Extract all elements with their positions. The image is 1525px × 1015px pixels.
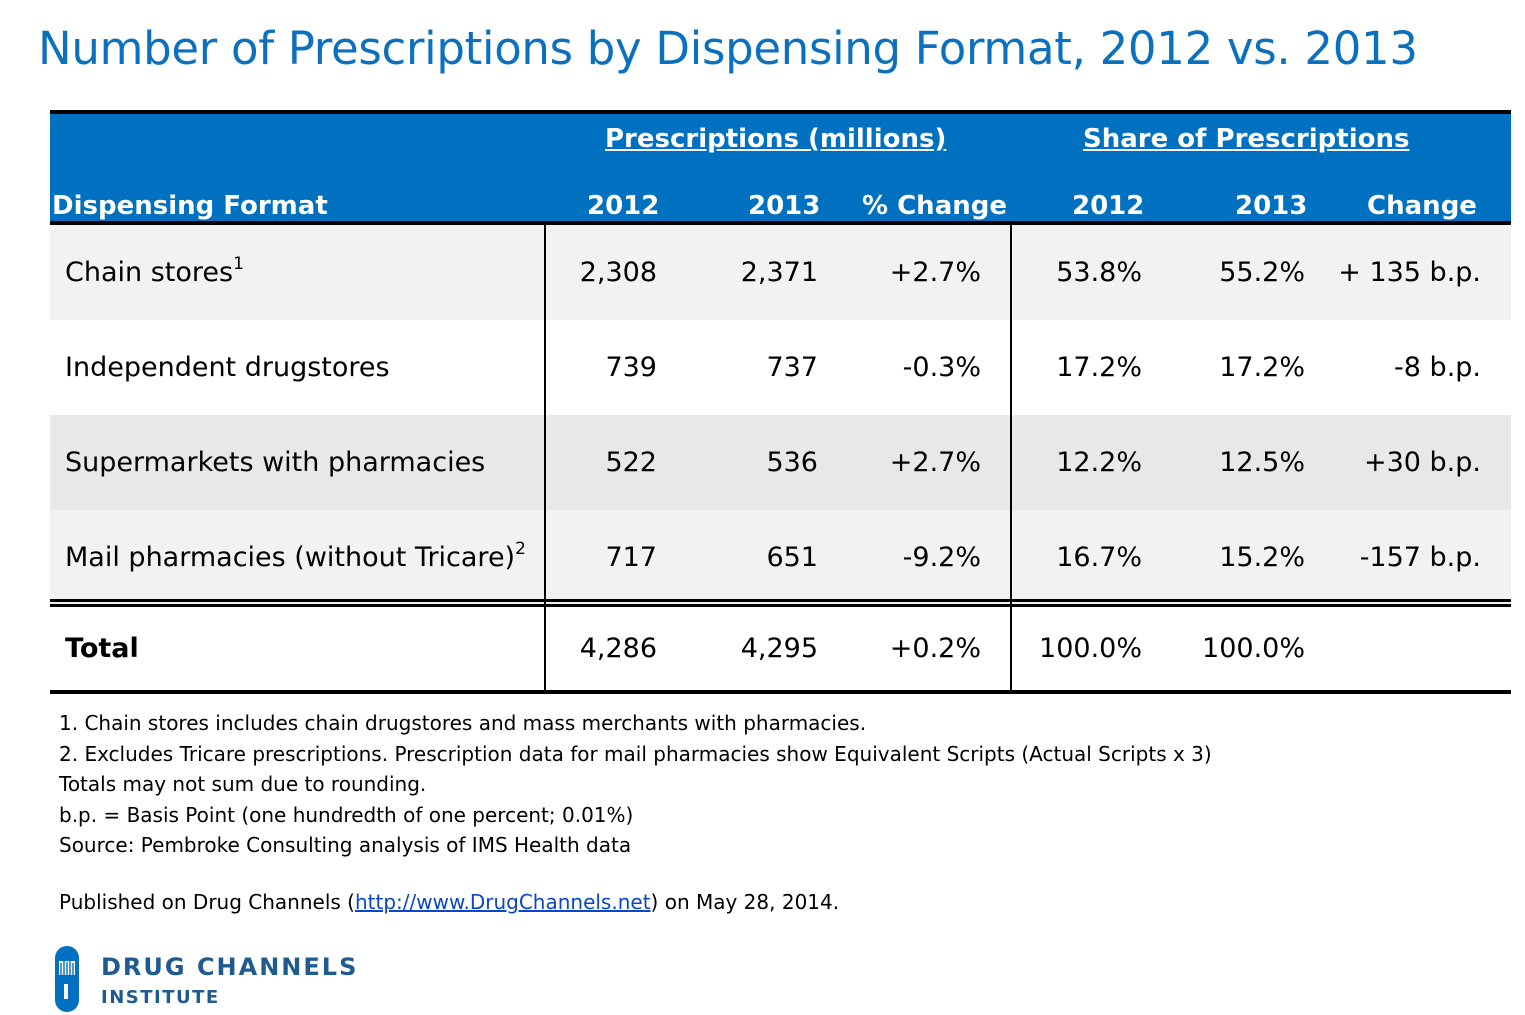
table-top-rule xyxy=(50,110,1511,114)
share-2012-cell: 16.7% xyxy=(1056,542,1142,573)
footnotes: 1. Chain stores includes chain drugstore… xyxy=(59,708,1212,861)
rx-2012-cell: 739 xyxy=(605,352,657,383)
column-header-format: Dispensing Format xyxy=(52,191,328,221)
share-2013-cell: 100.0% xyxy=(1202,633,1305,664)
rx-2012-cell: 717 xyxy=(605,542,657,573)
pct-change-cell: +2.7% xyxy=(889,447,981,478)
format-label: Chain stores1 xyxy=(65,225,244,320)
share-change-cell: +30 b.p. xyxy=(1363,447,1481,478)
format-label-text: Total xyxy=(65,633,139,664)
share-2012-cell: 17.2% xyxy=(1056,352,1142,383)
table-bottom-rule xyxy=(50,690,1511,694)
pct-change-cell: +2.7% xyxy=(889,257,981,288)
pct-change-cell: +0.2% xyxy=(889,633,981,664)
table-row: Supermarkets with pharmacies 522 536 +2.7% 1… xyxy=(50,415,1511,510)
group-header-share: Share of Prescriptions xyxy=(1083,124,1410,154)
format-label: Mail pharmacies (without Tricare)2 xyxy=(65,510,526,605)
share-change-cell: + 135 b.p. xyxy=(1338,257,1481,288)
total-double-rule-top xyxy=(50,599,1511,602)
rx-2013-cell: 536 xyxy=(766,447,818,478)
page-title: Number of Prescriptions by Dispensing Fo… xyxy=(38,22,1418,75)
group-header-prescriptions: Prescriptions (millions) xyxy=(605,124,947,154)
format-label-text: Chain stores xyxy=(65,257,234,288)
column-divider-share xyxy=(1010,225,1012,690)
pct-change-cell: -0.3% xyxy=(902,352,981,383)
total-double-rule-bottom xyxy=(50,604,1511,607)
column-header-share-change: Change xyxy=(1367,191,1477,221)
share-2013-cell: 15.2% xyxy=(1219,542,1305,573)
column-header-share-2012: 2012 xyxy=(1072,191,1145,221)
format-label-text: Mail pharmacies (without Tricare) xyxy=(65,542,516,573)
share-change-cell: -8 b.p. xyxy=(1394,352,1481,383)
share-2013-cell: 17.2% xyxy=(1219,352,1305,383)
footnote-line: 2. Excludes Tricare prescriptions. Presc… xyxy=(59,741,1212,766)
share-2013-cell: 55.2% xyxy=(1219,257,1305,288)
rx-2013-cell: 4,295 xyxy=(740,633,818,664)
share-2012-cell: 53.8% xyxy=(1056,257,1142,288)
footnote-line: 1. Chain stores includes chain drugstore… xyxy=(59,711,867,735)
rx-2013-cell: 2,371 xyxy=(740,257,818,288)
share-change-cell: -157 b.p. xyxy=(1359,542,1481,573)
table-row: Mail pharmacies (without Tricare)2 717 651… xyxy=(50,510,1511,605)
pill-bottle-icon xyxy=(55,946,79,1012)
format-label: Supermarkets with pharmacies xyxy=(65,415,485,510)
published-line: Published on Drug Channels (http://www.D… xyxy=(59,890,839,914)
footnote-line: Source: Pembroke Consulting analysis of … xyxy=(59,833,632,857)
share-2012-cell: 100.0% xyxy=(1039,633,1142,664)
drug-channels-logo: DRUG CHANNELS INSTITUTE xyxy=(52,944,392,1014)
column-header-pct-change: % Change xyxy=(862,191,1007,221)
rx-2012-cell: 522 xyxy=(605,447,657,478)
footnote-line: b.p. = Basis Point (one hundredth of one… xyxy=(59,802,634,827)
table-row: Independent drugstores 739 737 -0.3% 17.2% 17… xyxy=(50,320,1511,415)
footnote-marker: 1 xyxy=(233,254,244,274)
pct-change-cell: -9.2% xyxy=(902,542,981,573)
header-bottom-rule xyxy=(50,221,1511,225)
rx-2013-cell: 737 xyxy=(766,352,818,383)
rx-2012-cell: 2,308 xyxy=(579,257,657,288)
total-label: Total xyxy=(65,607,139,690)
format-label-text: Supermarkets with pharmacies xyxy=(65,447,486,478)
format-label: Independent drugstores xyxy=(65,320,390,415)
column-header-rx-2012: 2012 xyxy=(587,191,660,221)
published-suffix: ) on May 28, 2014. xyxy=(650,890,840,914)
table-row: Chain stores1 2,308 2,371 +2.7% 53.8% 55.2% + … xyxy=(50,225,1511,320)
logo-text-main: DRUG CHANNELS xyxy=(101,953,359,981)
footnote-marker: 2 xyxy=(515,539,526,559)
share-2012-cell: 12.2% xyxy=(1056,447,1142,478)
logo-text-sub: INSTITUTE xyxy=(101,987,220,1008)
published-prefix: Published on Drug Channels ( xyxy=(59,890,355,914)
column-header-share-2013: 2013 xyxy=(1235,191,1308,221)
share-2013-cell: 12.5% xyxy=(1219,447,1305,478)
table-header: Prescriptions (millions) Share of Prescr… xyxy=(50,114,1511,221)
rx-2012-cell: 4,286 xyxy=(579,633,657,664)
column-divider-label xyxy=(544,225,546,690)
format-label-text: Independent drugstores xyxy=(65,352,390,383)
column-header-rx-2013: 2013 xyxy=(748,191,821,221)
footnote-line: Totals may not sum due to rounding. xyxy=(59,772,427,796)
total-row: Total 4,286 4,295 +0.2% 100.0% 100.0% xyxy=(50,607,1511,690)
rx-2013-cell: 651 xyxy=(766,542,818,573)
drugchannels-link[interactable]: http://www.DrugChannels.net xyxy=(354,890,651,914)
